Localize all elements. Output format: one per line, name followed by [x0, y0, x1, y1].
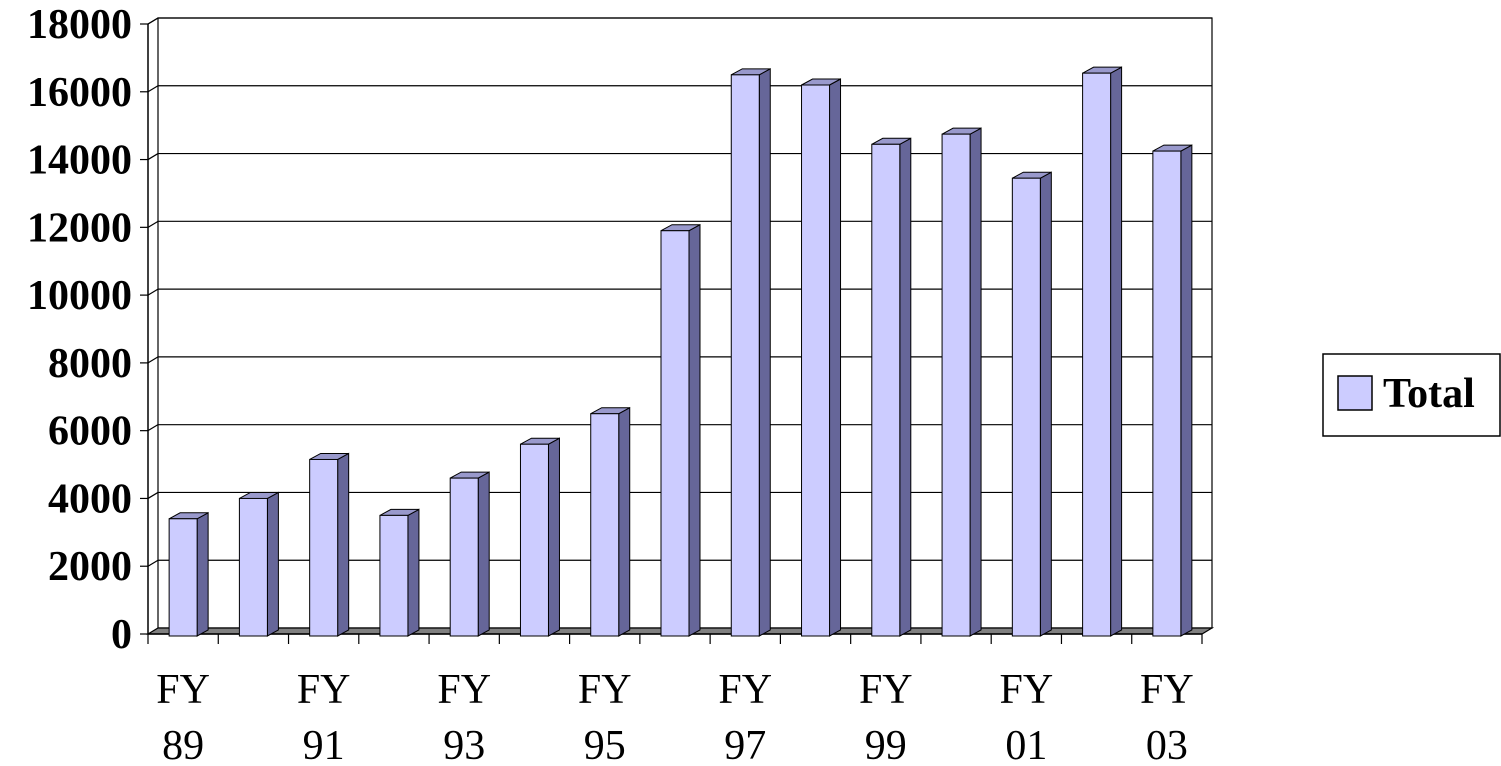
bar	[168, 511, 209, 637]
x-tick-label-line2: 95	[584, 723, 626, 766]
gridline-depth	[147, 559, 159, 567]
y-tick-label: 14000	[27, 138, 132, 184]
bar	[379, 508, 420, 637]
side-wall-top-edge	[147, 17, 159, 25]
y-tick-label: 12000	[27, 205, 132, 251]
bar	[871, 137, 912, 637]
gridline-depth	[147, 220, 159, 228]
gridline-depth	[147, 356, 159, 364]
bar-side	[1180, 144, 1193, 637]
bar	[519, 437, 560, 637]
gridline-depth	[147, 85, 159, 93]
bar-front	[519, 443, 549, 637]
y-tick-label: 2000	[48, 544, 132, 590]
gridline-depth	[147, 288, 159, 296]
bar	[309, 452, 350, 637]
bar-front	[309, 458, 339, 637]
x-tick-label-line1: FY	[1140, 667, 1194, 713]
y-tick-label: 18000	[27, 2, 132, 48]
x-tick-label-line2: 93	[443, 723, 485, 766]
y-tick-label: 10000	[27, 273, 132, 319]
bar	[1152, 144, 1193, 637]
y-tick-label: 8000	[48, 341, 132, 387]
bar-side	[969, 127, 982, 637]
x-tick-label-line2: 97	[724, 723, 766, 766]
gridline-depth	[147, 491, 159, 499]
x-tick-label-line1: FY	[297, 667, 351, 713]
bar-front	[1152, 150, 1182, 637]
x-tick-label-line2: 03	[1146, 723, 1188, 766]
bar-side	[337, 452, 350, 637]
x-tick-label-line1: FY	[437, 667, 491, 713]
gridline-depth	[147, 153, 159, 161]
bar-front	[449, 477, 479, 637]
bar	[660, 223, 701, 637]
bar-front	[379, 514, 409, 637]
gridline-depth	[147, 424, 159, 432]
bar-side	[1110, 66, 1123, 637]
bar	[1082, 66, 1123, 637]
bar-front	[1082, 72, 1112, 637]
y-tick-label: 0	[111, 612, 132, 658]
x-tick-label-line1: FY	[578, 667, 632, 713]
y-tick-label: 6000	[48, 409, 132, 455]
x-tick-label-line1: FY	[718, 667, 772, 713]
bar-front	[168, 518, 198, 637]
bar	[238, 491, 279, 637]
bar	[1011, 171, 1052, 637]
x-tick-label-line2: 89	[162, 723, 204, 766]
bar	[941, 127, 982, 637]
bars	[168, 66, 1193, 637]
bar	[801, 78, 842, 637]
bar-front	[941, 133, 971, 637]
x-tick-label-line1: FY	[156, 667, 210, 713]
y-tick-label: 4000	[48, 476, 132, 522]
legend: Total	[1322, 353, 1501, 437]
bar-side	[899, 137, 912, 637]
y-axis-tick-labels: 0 2000 4000 6000 8000 10000 12000 14000 16000 180…	[27, 2, 132, 658]
bar-front	[660, 230, 690, 637]
bar	[449, 471, 490, 637]
x-tick-label-line2: 01	[1005, 723, 1047, 766]
x-tick-label-line2: 99	[865, 723, 907, 766]
bar	[590, 406, 631, 637]
x-axis-tick-labels: FY 89 FY 91 FY 93 FY 95 FY 97 FY 99 FY 01 FY 03	[156, 667, 1193, 766]
bar-side	[477, 471, 490, 637]
bar-front	[730, 74, 760, 637]
bar-side	[829, 78, 842, 637]
x-tick-label-line1: FY	[859, 667, 913, 713]
bar-front	[871, 143, 901, 637]
bar-front	[590, 413, 620, 637]
bar	[730, 67, 771, 637]
bar-front	[801, 84, 831, 637]
legend-swatch	[1337, 375, 1373, 411]
bar-side	[547, 437, 560, 637]
bar-front	[238, 497, 268, 637]
x-tick-label-line2: 91	[303, 723, 345, 766]
y-tick-label: 16000	[27, 70, 132, 116]
bar-side	[196, 511, 209, 637]
bar-side	[1039, 171, 1052, 637]
bar-side	[407, 508, 420, 637]
bar-side	[266, 491, 279, 637]
bar-front	[1011, 177, 1041, 637]
x-tick-label-line1: FY	[999, 667, 1053, 713]
legend-label: Total	[1383, 371, 1475, 417]
bar-side	[688, 223, 701, 637]
bar-side	[618, 406, 631, 637]
bar-side	[758, 67, 771, 637]
